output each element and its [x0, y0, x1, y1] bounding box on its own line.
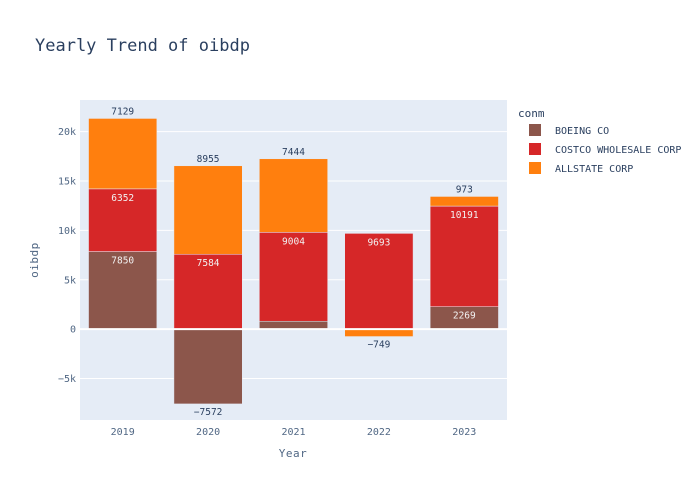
data-label: 6352 [111, 193, 134, 204]
y-tick-label: 0 [70, 325, 76, 336]
y-tick-label: 15k [58, 176, 76, 187]
data-label: 2269 [453, 311, 476, 322]
x-axis-ticks: 2019 2020 2021 2022 2023 [111, 427, 477, 438]
data-label: 9004 [282, 236, 305, 247]
legend: conm BOEING CO COSTCO WHOLESALE CORP ALLST… [518, 107, 681, 175]
x-tick-label: 2023 [452, 427, 476, 438]
bar-costco-wholesale-corp [173, 253, 243, 330]
y-axis-ticks: −5k 0 5k 10k 15k 20k [58, 127, 76, 385]
bar-allstate-corp [259, 158, 328, 233]
data-label: 7129 [111, 106, 134, 117]
chart-title: Yearly Trend of oibdp [35, 36, 250, 56]
legend-title: conm [518, 107, 545, 120]
data-label: 973 [456, 184, 473, 195]
data-label: 7444 [282, 147, 305, 158]
bar-allstate-corp [429, 196, 499, 207]
x-tick-label: 2021 [281, 427, 305, 438]
x-tick-label: 2019 [111, 427, 135, 438]
bar-boeing-co [88, 251, 158, 330]
y-tick-label: 20k [58, 127, 76, 138]
bar-boeing-co [259, 320, 328, 330]
bar-costco-wholesale-corp [344, 233, 414, 330]
x-tick-label: 2022 [367, 427, 391, 438]
data-label: 7850 [111, 256, 134, 267]
bar-boeing-co [173, 328, 243, 405]
bar-costco-wholesale-corp [429, 205, 499, 307]
data-label: −749 [367, 340, 390, 351]
bar-allstate-corp [88, 118, 158, 190]
data-label: 10191 [450, 210, 479, 221]
bar-allstate-corp [344, 328, 414, 337]
bars [88, 118, 499, 405]
legend-swatch [529, 162, 541, 174]
y-axis-title: oibdp [28, 242, 41, 278]
data-labels: 7850 −7572 2269 6352 7584 9004 9693 10191 7129 89… [111, 106, 479, 417]
bar-costco-wholesale-corp [88, 188, 158, 252]
legend-swatch [529, 143, 541, 155]
y-tick-label: −5k [58, 374, 76, 385]
legend-item-label: COSTCO WHOLESALE CORP [555, 145, 681, 156]
data-label: 9693 [367, 237, 390, 248]
bar-allstate-corp [173, 165, 243, 255]
legend-swatch [529, 124, 541, 136]
data-label: −7572 [194, 407, 223, 418]
y-tick-label: 5k [64, 275, 76, 286]
x-tick-label: 2020 [196, 427, 220, 438]
legend-item-label: ALLSTATE CORP [555, 164, 633, 175]
data-label: 8955 [197, 154, 220, 165]
data-label: 7584 [197, 258, 220, 269]
x-axis-title: Year [279, 447, 308, 460]
legend-item-label: BOEING CO [555, 126, 609, 137]
y-tick-label: 10k [58, 226, 76, 237]
bar-costco-wholesale-corp [259, 232, 328, 322]
